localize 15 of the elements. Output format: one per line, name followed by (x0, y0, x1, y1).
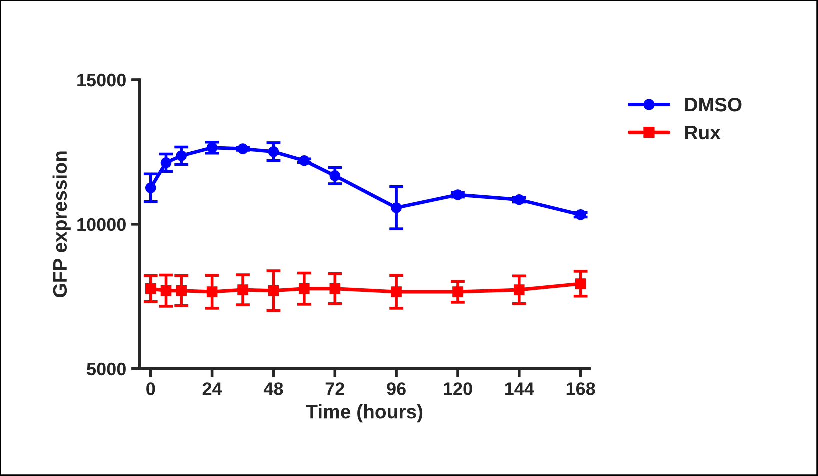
x-tick-label: 96 (387, 382, 406, 396)
x-tick-label: 24 (202, 382, 222, 396)
x-tick-label: 120 (444, 382, 472, 396)
legend-label: DMSO (686, 98, 742, 112)
x-tick-label: 168 (566, 382, 596, 396)
x-tick-label: 48 (264, 382, 284, 396)
y-tick-label: 5000 (87, 362, 126, 376)
x-tick-label: 144 (505, 382, 534, 396)
x-tick-label: 0 (146, 382, 156, 396)
x-axis-title: Time (hours) (306, 404, 423, 423)
y-axis-title: GFP expression (52, 152, 71, 298)
y-tick-label: 15000 (78, 74, 126, 87)
y-tick-label: 10000 (78, 218, 126, 232)
x-tick-label: 72 (326, 382, 344, 396)
legend-label: Rux (686, 126, 721, 140)
